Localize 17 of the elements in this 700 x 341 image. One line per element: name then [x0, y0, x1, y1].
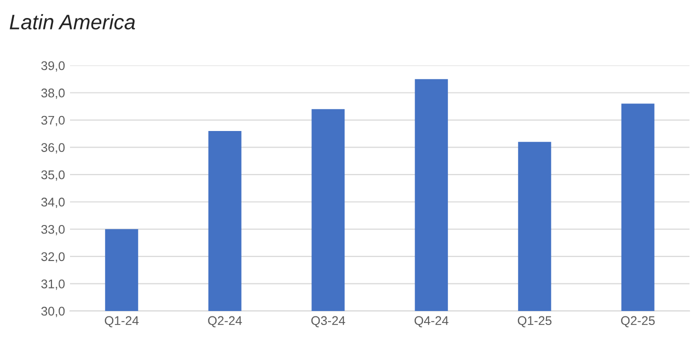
y-tick-label: 33,0	[41, 224, 65, 236]
y-tick-label: 32,0	[41, 252, 65, 263]
y-tick-label: 34,0	[41, 198, 65, 208]
y-tick-label: 38,0	[41, 88, 65, 99]
y-tick-label: 36,0	[41, 143, 65, 154]
y-tick-label: 37,0	[41, 116, 65, 126]
y-tick-label: 35,0	[41, 170, 65, 181]
x-tick-label: Q4-24	[414, 316, 448, 328]
y-tick-label: 39,0	[41, 61, 65, 72]
x-tick-label: Q1-24	[104, 316, 139, 328]
y-tick-label: 31,0	[41, 280, 65, 290]
chart-title: Latin America	[10, 14, 135, 30]
x-tick-label: Q2-25	[621, 316, 655, 328]
x-tick-label: Q3-24	[311, 316, 346, 328]
x-tick-label: Q2-24	[208, 316, 242, 328]
x-tick-label: Q1-25	[518, 316, 552, 328]
y-tick-label: 30,0	[41, 306, 65, 318]
